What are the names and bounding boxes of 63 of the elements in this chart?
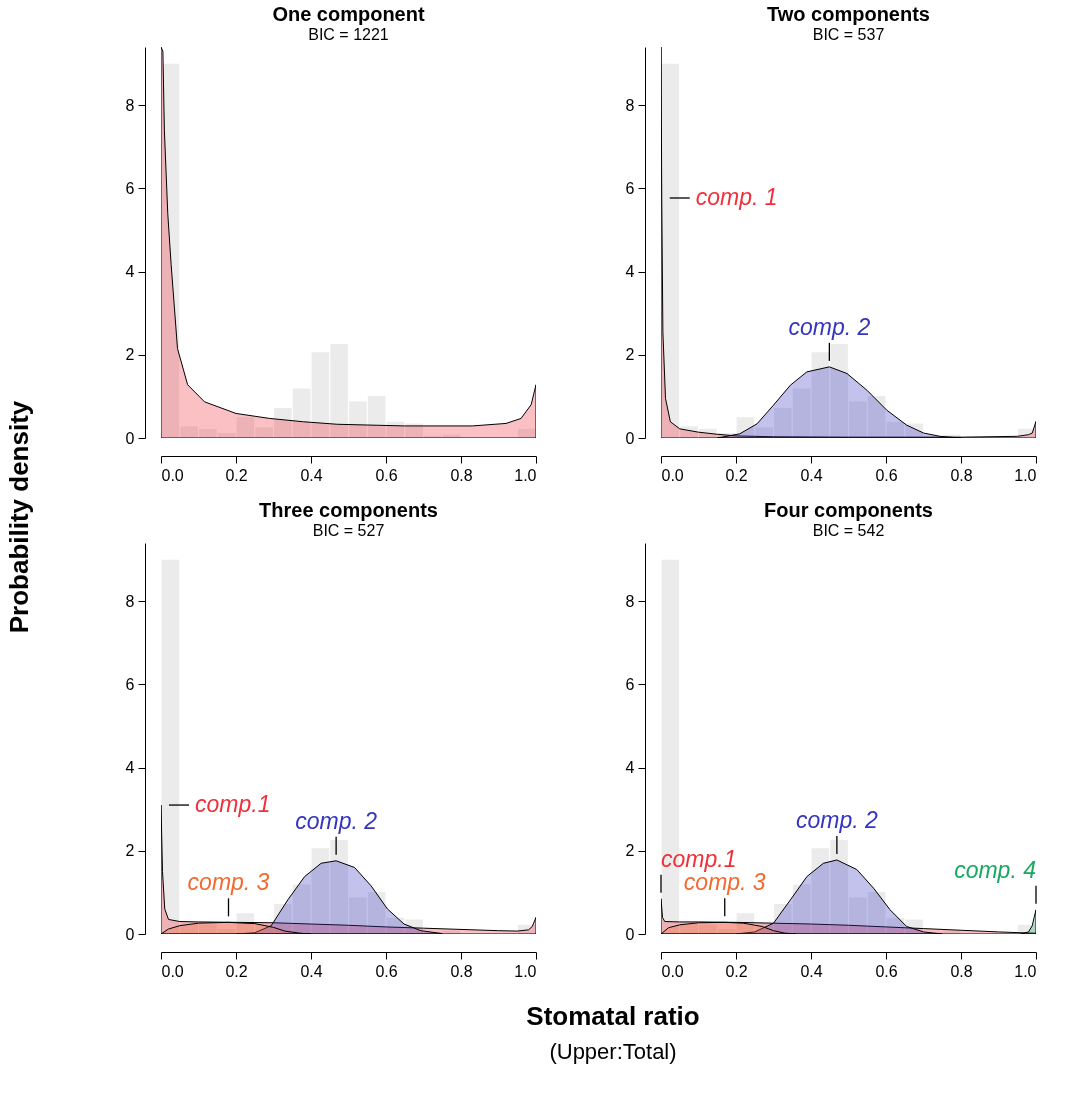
x-tick-label: 0.8 [950, 962, 973, 980]
chart-title: One component [272, 3, 425, 25]
x-tick-label: 0.8 [450, 466, 473, 484]
y-tick-label: 4 [125, 263, 135, 281]
chart-subtitle: BIC = 1221 [308, 26, 389, 43]
x-tick-label: 1.0 [1014, 962, 1037, 980]
x-tick-label: 0.0 [661, 466, 684, 484]
y-tick-label: 0 [625, 925, 635, 943]
annotation: comp. 2 [795, 806, 878, 833]
y-tick-label: 6 [125, 675, 135, 693]
x-tick-label: 0.8 [950, 466, 973, 484]
x-tick-label: 0.6 [875, 962, 898, 980]
annotation: comp. 4 [954, 856, 1036, 883]
x-tick-label: 0.2 [725, 466, 748, 484]
y-tick-label: 0 [625, 429, 635, 447]
y-tick-label: 8 [625, 96, 635, 114]
x-tick-label: 1.0 [514, 466, 537, 484]
chart-title: Four components [764, 499, 933, 521]
y-axis-title: Probability density [4, 400, 34, 634]
x-tick-label: 0.4 [800, 962, 823, 980]
y-tick-label: 2 [625, 346, 635, 364]
x-tick-label: 0.4 [800, 466, 823, 484]
y-tick-label: 8 [625, 592, 635, 610]
chart-subtitle: BIC = 527 [312, 522, 385, 539]
y-tick-label: 8 [125, 592, 135, 610]
y-tick-label: 8 [125, 96, 135, 114]
chart-title: Two components [767, 3, 930, 25]
x-tick-label: 0.2 [225, 962, 248, 980]
x-tick-label: 0.6 [375, 466, 398, 484]
y-tick-label: 4 [625, 759, 635, 777]
y-tick-label: 0 [125, 429, 135, 447]
y-tick-label: 0 [125, 925, 135, 943]
x-tick-label: 0.6 [375, 962, 398, 980]
x-tick-label: 0.2 [225, 466, 248, 484]
y-tick-label: 6 [125, 179, 135, 197]
annotation: comp.1 [661, 845, 737, 872]
x-tick-label: 1.0 [1014, 466, 1037, 484]
annotation: comp.1 [195, 791, 271, 818]
y-tick-label: 2 [125, 346, 135, 364]
y-tick-label: 6 [625, 179, 635, 197]
x-tick-label: 1.0 [514, 962, 537, 980]
x-tick-label: 0.6 [875, 466, 898, 484]
chart-subtitle: BIC = 542 [812, 522, 885, 539]
x-tick-label: 0.2 [725, 962, 748, 980]
annotation: comp. 1 [695, 183, 778, 210]
annotation: comp. 2 [788, 313, 871, 340]
x-tick-label: 0.0 [161, 466, 184, 484]
x-tick-label: 0.0 [661, 962, 684, 980]
x-tick-label: 0.4 [300, 962, 323, 980]
annotation: comp. 2 [295, 807, 378, 834]
x-axis-title: Stomatal ratio [526, 1001, 700, 1031]
y-tick-label: 6 [625, 675, 635, 693]
x-tick-label: 0.8 [450, 962, 473, 980]
x-tick-label: 0.0 [161, 962, 184, 980]
chart-subtitle: BIC = 537 [812, 26, 885, 43]
text: (Upper:Total) [549, 1039, 677, 1064]
y-tick-label: 2 [125, 842, 135, 860]
y-tick-label: 2 [625, 842, 635, 860]
chart-title: Three components [259, 499, 438, 521]
annotation: comp. 3 [187, 869, 270, 896]
x-tick-label: 0.4 [300, 466, 323, 484]
y-tick-label: 4 [625, 263, 635, 281]
y-tick-label: 4 [125, 759, 135, 777]
